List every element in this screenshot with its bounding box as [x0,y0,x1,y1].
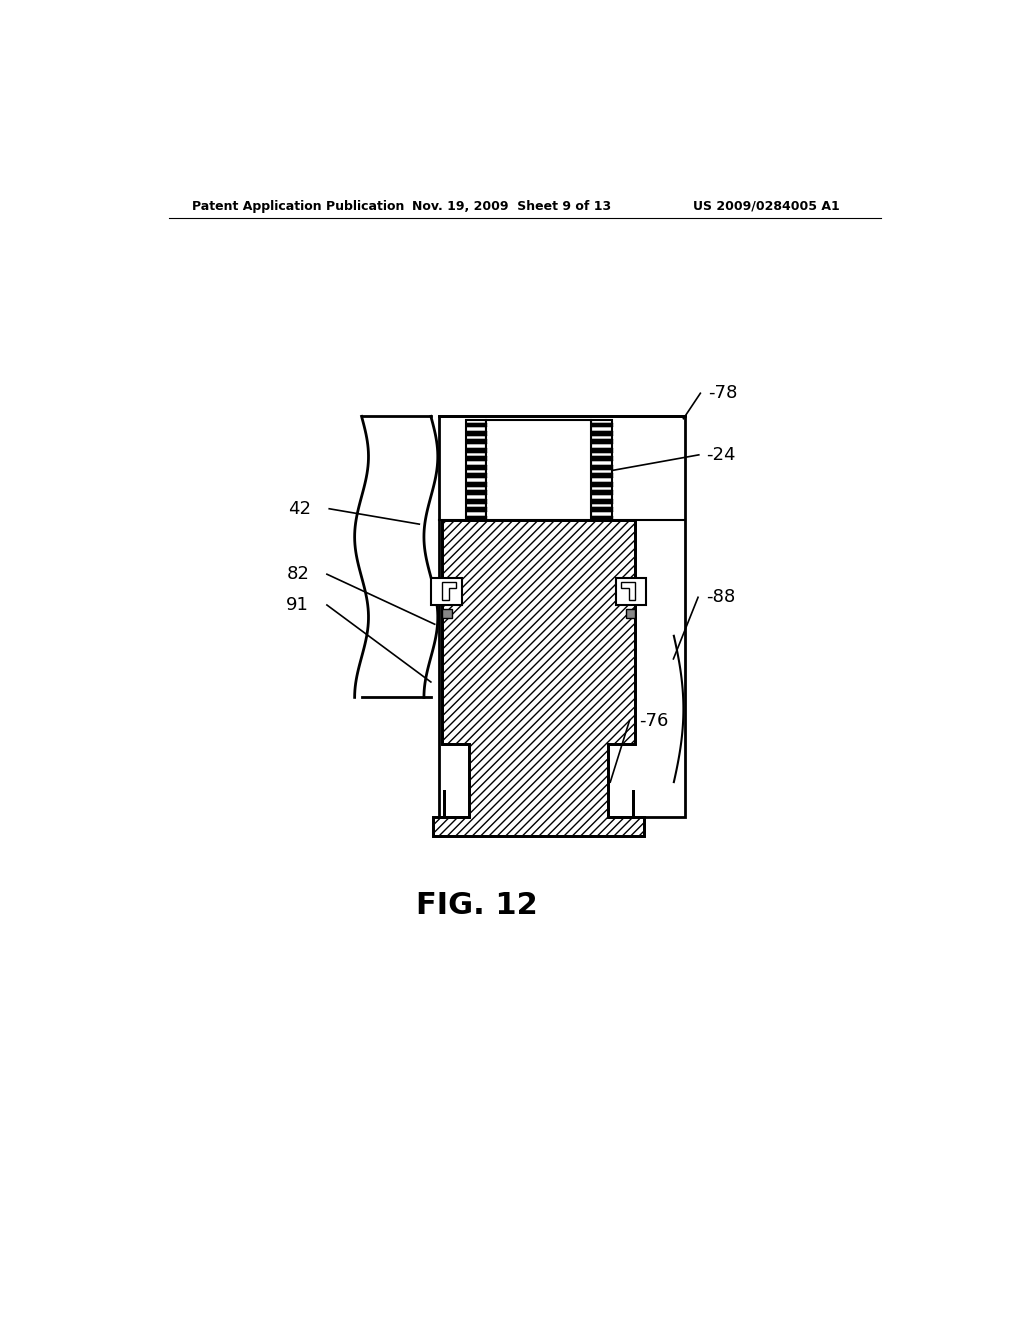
Polygon shape [442,582,457,599]
Polygon shape [615,578,646,605]
Text: 42: 42 [289,500,311,517]
Text: 82: 82 [287,565,309,583]
Polygon shape [442,609,452,618]
Polygon shape [433,520,644,836]
Text: Patent Application Publication: Patent Application Publication [193,199,404,213]
Text: -88: -88 [707,589,736,606]
Polygon shape [486,420,591,520]
Text: FIG. 12: FIG. 12 [416,891,538,920]
Polygon shape [591,420,611,520]
Text: Nov. 19, 2009  Sheet 9 of 13: Nov. 19, 2009 Sheet 9 of 13 [412,199,610,213]
Text: 91: 91 [287,597,309,614]
Text: US 2009/0284005 A1: US 2009/0284005 A1 [692,199,840,213]
Text: -78: -78 [708,384,737,403]
Polygon shape [466,420,486,520]
Text: -76: -76 [639,711,668,730]
Polygon shape [431,578,462,605]
Polygon shape [626,609,635,618]
Text: -24: -24 [707,446,736,463]
Polygon shape [621,582,635,599]
